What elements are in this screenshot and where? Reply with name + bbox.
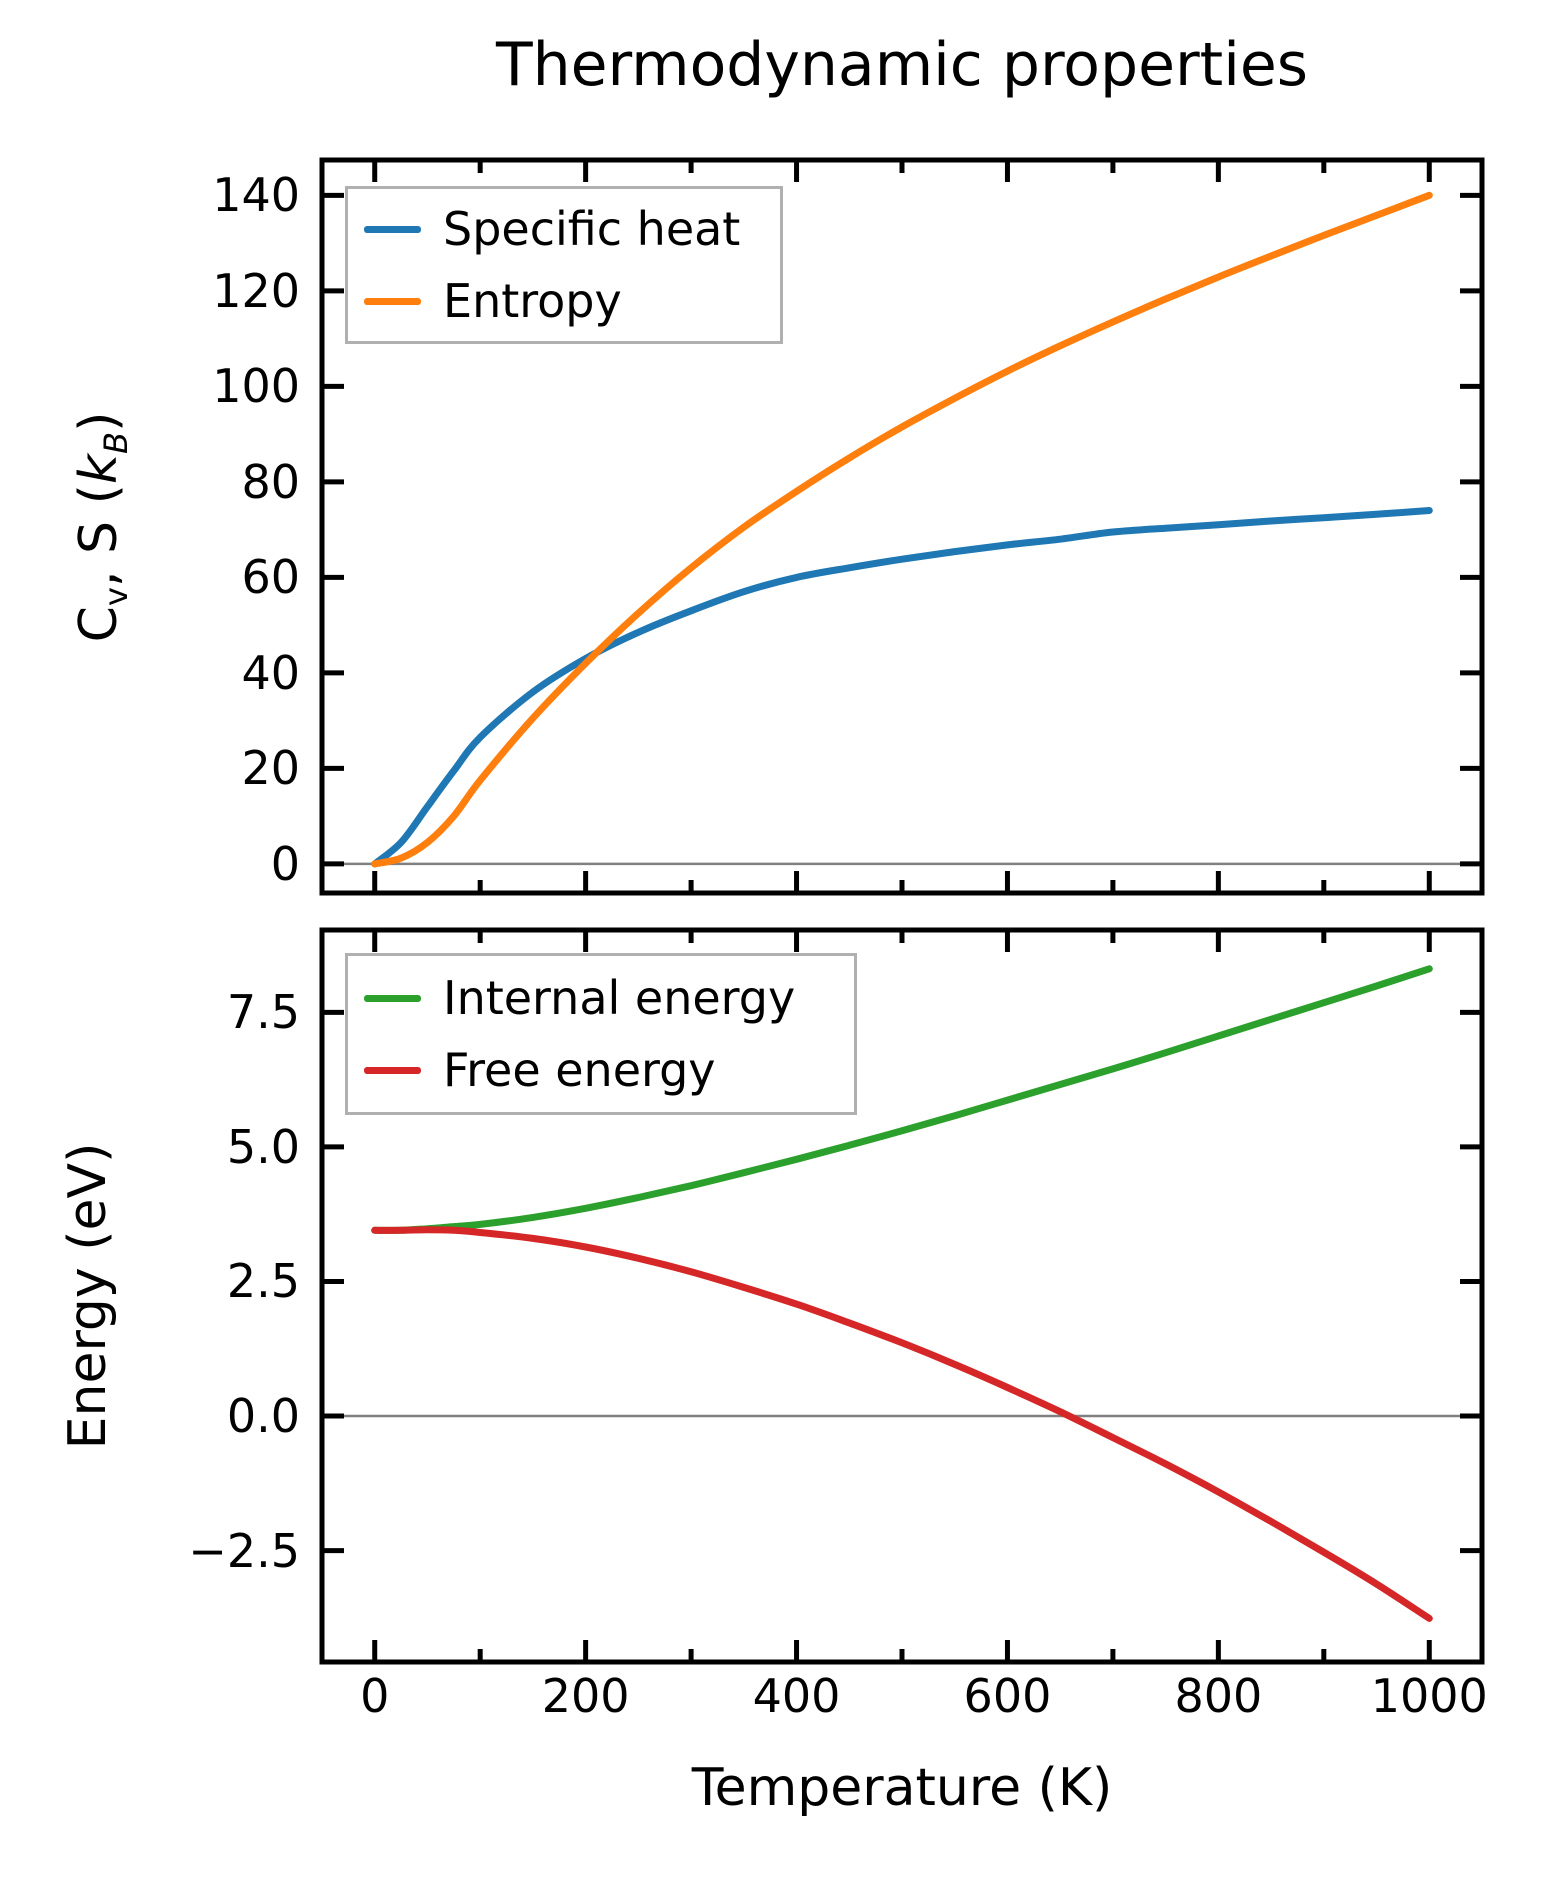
y-tick-label: 140 bbox=[212, 168, 300, 223]
y-tick-label: 100 bbox=[212, 359, 300, 414]
legend-label: Free energy bbox=[443, 1043, 716, 1097]
legend-line-internal-energy-sample bbox=[364, 994, 421, 1002]
legend-bottom: Internal energy Free energy bbox=[345, 953, 857, 1115]
y-tick-label: 80 bbox=[241, 454, 300, 509]
y-tick-label: 5.0 bbox=[226, 1119, 300, 1174]
legend-line-free-energy-sample bbox=[364, 1066, 421, 1074]
x-tick-label: 400 bbox=[752, 1669, 841, 1723]
y-tick-label: 7.5 bbox=[226, 985, 300, 1040]
ylabel-top-close: ) bbox=[68, 411, 129, 432]
x-tick-label: 800 bbox=[1174, 1669, 1263, 1723]
curve-free-energy bbox=[371, 1226, 1433, 1622]
ylabel-top-k-sub: B bbox=[97, 431, 136, 455]
ylabel-top-base: C bbox=[68, 606, 129, 643]
x-tick-label: 0 bbox=[360, 1669, 390, 1723]
legend-row: Internal energy bbox=[364, 969, 854, 1027]
legend-line-specific-heat-sample bbox=[364, 225, 421, 233]
y-tick-label: 0.0 bbox=[226, 1389, 300, 1444]
figure-title: Thermodynamic properties bbox=[495, 30, 1309, 100]
x-tick-label: 1000 bbox=[1370, 1669, 1488, 1723]
y-tick-label: 0 bbox=[270, 836, 300, 891]
curve-internal-energy bbox=[371, 965, 1433, 1234]
top-y-axis-label: Cv, S (kB) bbox=[69, 412, 135, 643]
legend-row: Entropy bbox=[364, 272, 780, 330]
y-tick-label: −2.5 bbox=[188, 1523, 300, 1578]
legend-line-entropy-sample bbox=[364, 297, 421, 305]
y-tick-label: 20 bbox=[241, 741, 300, 796]
legend-label: Specific heat bbox=[443, 202, 741, 256]
y-tick-label: 120 bbox=[212, 263, 300, 318]
curve-entropy bbox=[371, 191, 1433, 868]
curve-specific-heat bbox=[371, 507, 1433, 868]
subplot-energy bbox=[319, 927, 1485, 1665]
y-tick-label: 60 bbox=[241, 550, 300, 605]
legend-row: Free energy bbox=[364, 1041, 854, 1099]
y-tick-label: 2.5 bbox=[226, 1254, 300, 1309]
subplot-thermo bbox=[319, 157, 1485, 896]
legend-label: Internal energy bbox=[443, 971, 796, 1025]
x-tick-label: 200 bbox=[541, 1669, 630, 1723]
legend-top: Specific heat Entropy bbox=[345, 186, 783, 344]
x-axis-label: Temperature (K) bbox=[691, 1758, 1113, 1818]
y-tick-label: 40 bbox=[241, 645, 300, 700]
x-tick-label: 600 bbox=[963, 1669, 1052, 1723]
legend-row: Specific heat bbox=[364, 200, 780, 258]
legend-label: Entropy bbox=[443, 274, 622, 328]
